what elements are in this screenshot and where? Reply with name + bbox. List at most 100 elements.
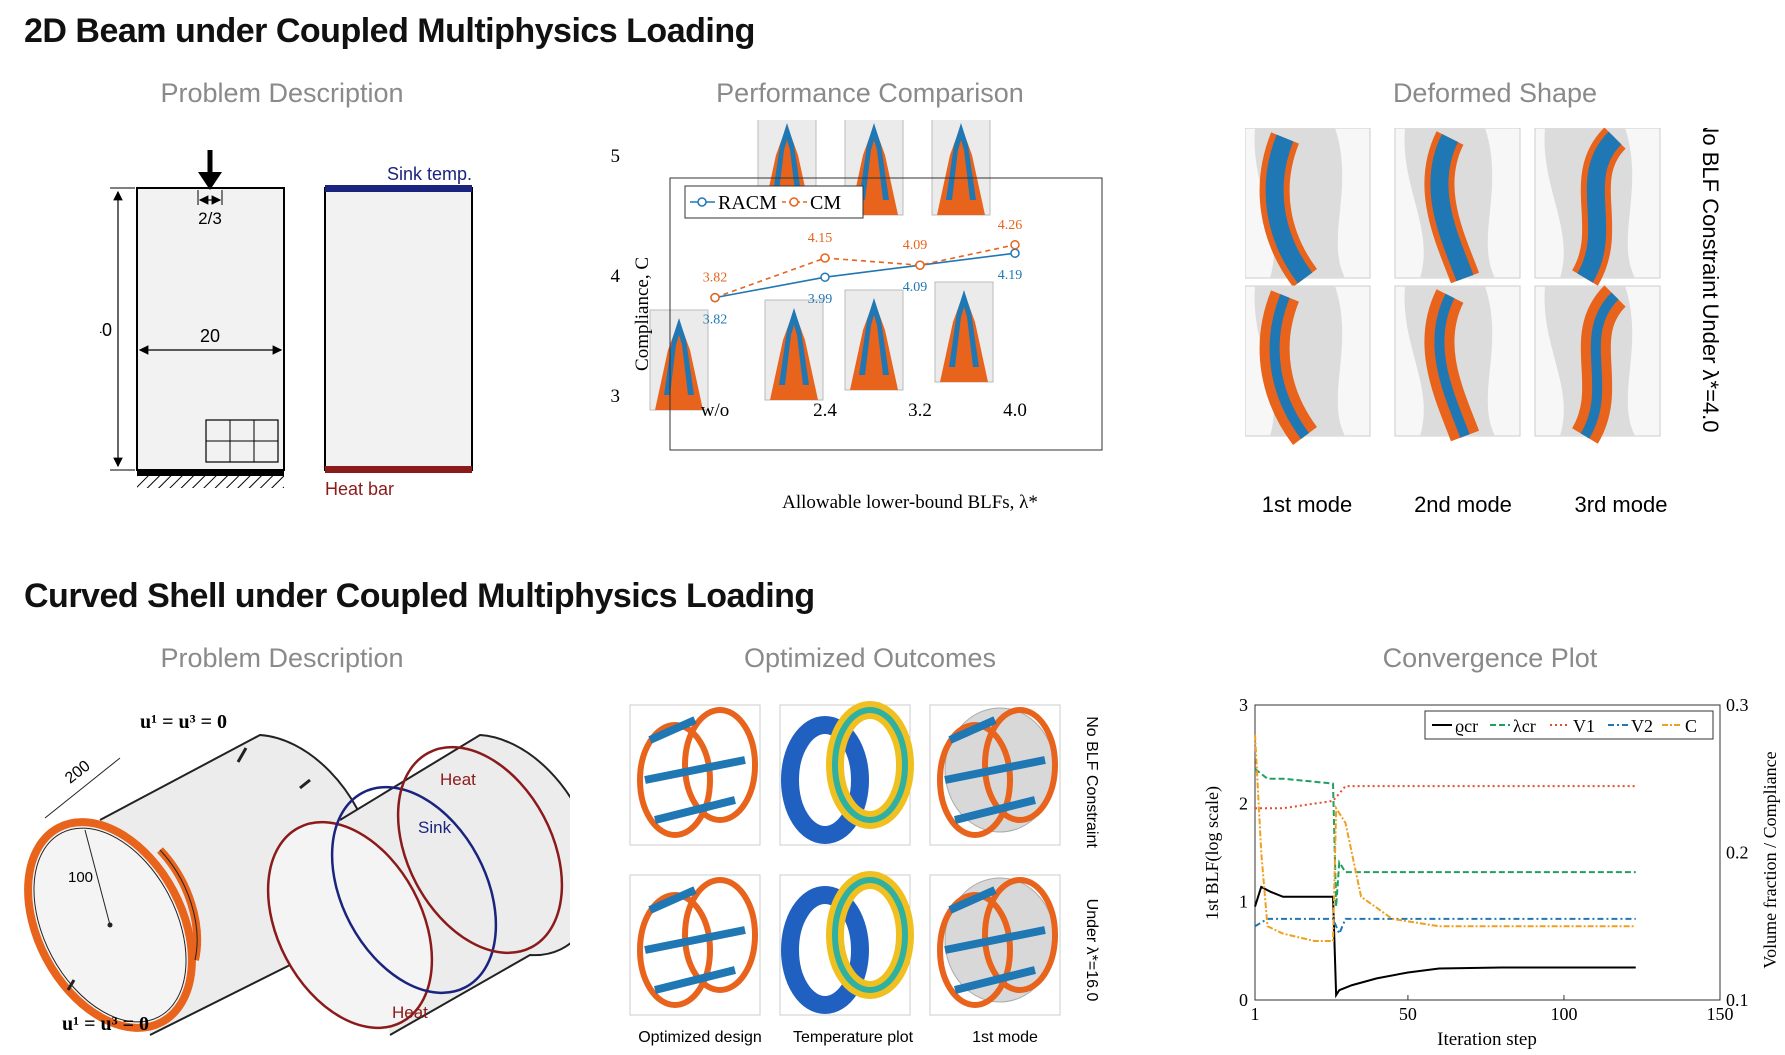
- conv-ylabel-right: Volume fraction / Compliance: [1760, 751, 1780, 968]
- s1-deformed-title: Deformed Shape: [1392, 78, 1598, 108]
- beam-problem-figure: 2/3 40 20 Sink temp. Heat bar: [100, 150, 473, 499]
- sink-bar: [325, 185, 472, 192]
- perf-point: [820, 253, 830, 263]
- support-hatch: [137, 476, 284, 488]
- conv-ytick-right: 0.2: [1726, 843, 1749, 863]
- conv-xtick: 100: [1550, 1004, 1577, 1024]
- conv-ytick-left: 3: [1239, 695, 1248, 715]
- deformed-cell: [1394, 127, 1521, 284]
- heat-bar: [325, 466, 472, 473]
- conv-legend-label: λcr: [1513, 716, 1536, 736]
- deformed-cell: [1534, 127, 1661, 286]
- perf-data-label: 3.82: [703, 313, 728, 328]
- perf-series-line-RACM: [714, 252, 1016, 299]
- performance-chart: w/o 2.4 3.2 4.0 3 4 5 3.82 3.99 4.09 4.19 3.82 4.15…: [611, 120, 1103, 513]
- conv-ylabel-left: 1st BLF(log scale): [1202, 786, 1223, 920]
- conv-ytick-left: 2: [1239, 793, 1248, 813]
- load-width-label: 2/3: [198, 209, 222, 228]
- deformed-cell: [1244, 127, 1371, 287]
- deformed-shape-panel: No BLF Constraint Under λ*=4.0 1st mode …: [1244, 118, 1785, 528]
- perf-data-label: 4.09: [903, 238, 928, 253]
- perf-data-label: 3.99: [808, 292, 833, 307]
- outcome-cell: [779, 871, 914, 1016]
- topology-inset: [649, 309, 709, 411]
- s1-performance-title: Performance Comparison: [716, 78, 1024, 108]
- outcome-cell: [929, 704, 1061, 846]
- mode2-label: 2nd mode: [1414, 492, 1512, 517]
- conv-xtick: 150: [1707, 1004, 1734, 1024]
- conv-legend-label: V2: [1631, 716, 1653, 736]
- perf-point: [1010, 240, 1020, 250]
- legend-cm: CM: [810, 192, 841, 214]
- outcome-col3-label: 1st mode: [972, 1029, 1038, 1046]
- sink-label: Sink temp.: [387, 164, 472, 184]
- conv-xtick: 1: [1251, 1004, 1260, 1024]
- performance-insets: [649, 120, 994, 411]
- conv-legend-label: V1: [1573, 716, 1595, 736]
- conv-xlabel: Iteration step: [1437, 1029, 1537, 1050]
- s2-problem-title: Problem Description: [160, 643, 404, 673]
- topology-inset: [764, 299, 824, 401]
- support-bar: [137, 470, 284, 476]
- outcome-row1-label: No BLF Constraint: [1083, 716, 1100, 848]
- perf-point: [1010, 248, 1020, 258]
- heat-label: Heat bar: [325, 479, 394, 499]
- section1-title: 2D Beam under Coupled Multiphysics Loadi…: [24, 12, 755, 50]
- s2-convergence-title: Convergence Plot: [1382, 643, 1598, 673]
- conv-ytick-right: 0.3: [1726, 695, 1749, 715]
- conv-series-2: [1255, 785, 1636, 810]
- beam-domain: [136, 187, 285, 471]
- conv-ytick-right: 0.1: [1726, 990, 1749, 1010]
- conv-series-4: [1254, 734, 1636, 942]
- perf-ytick: 5: [611, 146, 621, 167]
- mode1-label: 1st mode: [1262, 492, 1353, 517]
- width-label: 20: [200, 326, 220, 346]
- conv-series-0: [1254, 885, 1636, 999]
- perf-xtick: w/o: [701, 400, 730, 421]
- perf-xtick: 3.2: [908, 400, 932, 421]
- perf-point: [710, 292, 720, 303]
- perf-data-label: 4.15: [808, 231, 833, 246]
- section2-title: Curved Shell under Coupled Multiphysics …: [24, 577, 815, 615]
- perf-axes-box: [669, 177, 1103, 451]
- shell-problem-figure: 100 200 u¹ = u³ = 0 u¹ = u³ = 0 Heat Sin…: [24, 711, 570, 1036]
- height-label: 40: [100, 320, 112, 340]
- outcome-col1-label: Optimized design: [638, 1029, 762, 1046]
- shell-heat-bottom: Heat: [392, 1003, 428, 1022]
- perf-point: [820, 272, 830, 282]
- conv-legend-label: C: [1685, 716, 1697, 736]
- topology-inset: [844, 289, 904, 391]
- perf-point: [915, 260, 925, 270]
- deformed-cell: [1534, 285, 1661, 444]
- perf-data-label: 4.09: [903, 280, 928, 295]
- perf-data-label: 3.82: [703, 271, 728, 286]
- conv-xtick: 50: [1399, 1004, 1417, 1024]
- perf-xtick: 4.0: [1003, 400, 1027, 421]
- perf-ytick: 3: [611, 386, 621, 407]
- shell-sink: Sink: [418, 818, 452, 837]
- outcome-cell: [779, 701, 914, 846]
- perf-data-label: 4.26: [998, 218, 1023, 233]
- perf-ytick: 4: [611, 266, 621, 287]
- perf-xlabel: Allowable lower-bound BLFs, λ*: [782, 492, 1038, 513]
- radius-label: 100: [68, 869, 93, 886]
- mode3-label: 3rd mode: [1575, 492, 1668, 517]
- bc-bottom-label: u¹ = u³ = 0: [62, 1013, 149, 1035]
- s1-problem-title: Problem Description: [160, 78, 404, 108]
- perf-xtick: 2.4: [813, 400, 837, 421]
- shell-heat-top: Heat: [440, 770, 476, 789]
- deformed-row1-label: No BLF Constraint: [1698, 128, 1723, 298]
- topology-inset: [931, 120, 991, 216]
- outcome-row2-label: Under λ*=16.0: [1083, 899, 1100, 1002]
- deformed-cell: [1244, 285, 1371, 445]
- conv-legend-label: ϱcr: [1455, 716, 1478, 736]
- optimized-outcomes-panel: No BLF Constraint Under λ*=16.0 Optimize…: [625, 700, 1155, 1050]
- bc-top-label: u¹ = u³ = 0: [140, 711, 227, 733]
- conv-ytick-left: 0: [1239, 990, 1248, 1010]
- deformed-cell: [1394, 285, 1521, 442]
- conv-ytick-left: 1: [1239, 892, 1248, 912]
- outcome-cell: [929, 874, 1061, 1016]
- outcome-cell: [629, 704, 761, 846]
- legend-racm: RACM: [718, 192, 777, 214]
